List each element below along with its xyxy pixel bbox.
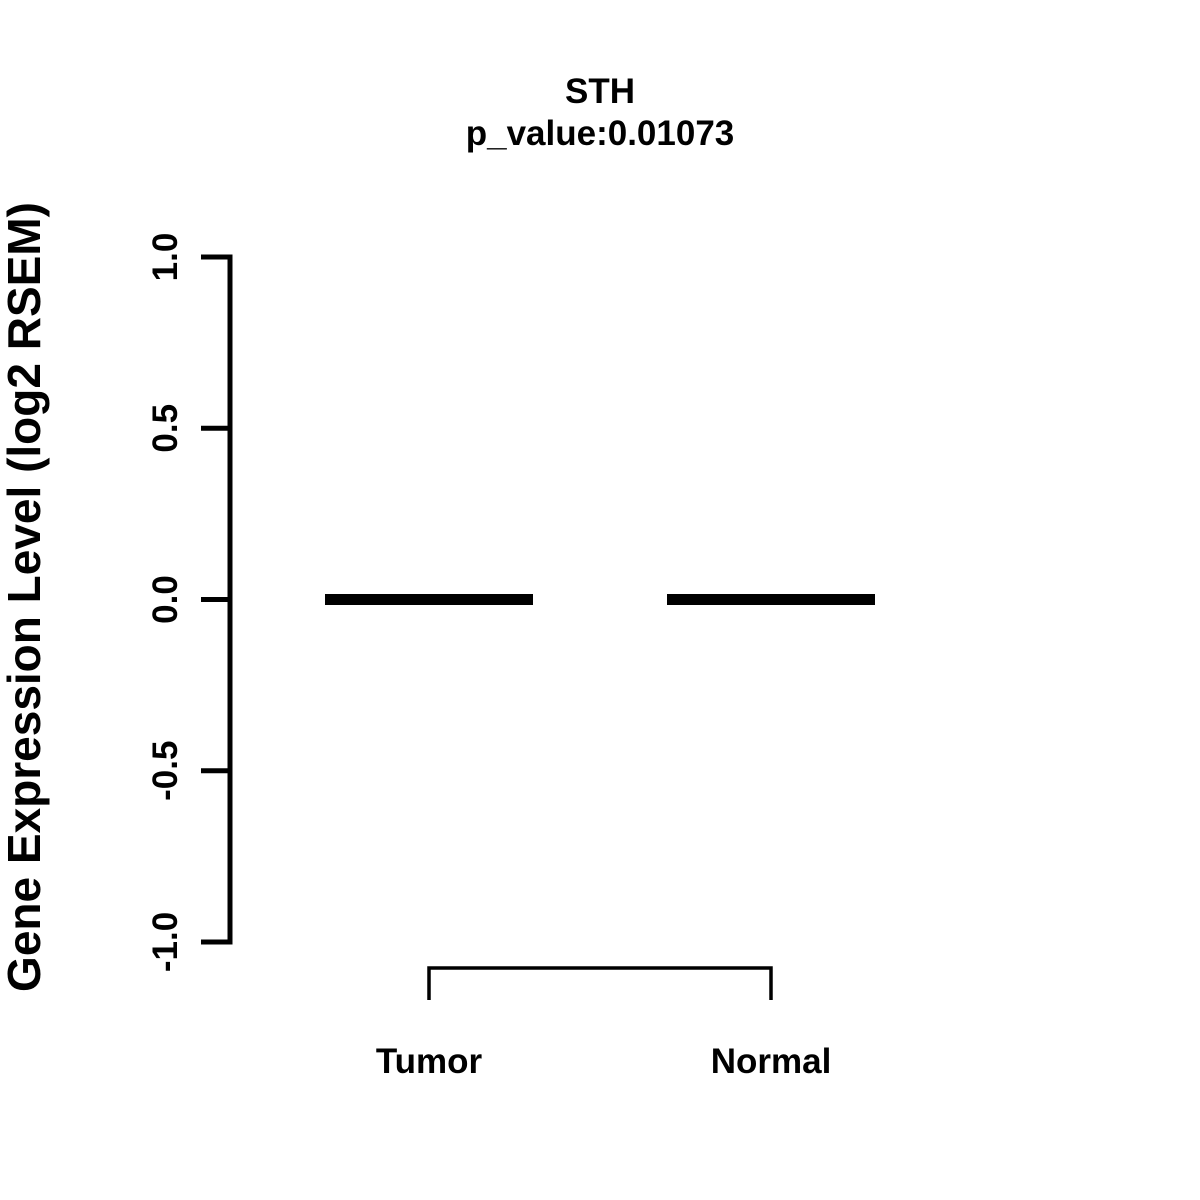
y-tick-label: 0.5 <box>146 404 185 453</box>
chart-subtitle: p_value:0.01073 <box>465 114 735 153</box>
y-tick-label: 1.0 <box>146 233 185 282</box>
y-axis-title: Gene Expression Level (log2 RSEM) <box>0 202 50 992</box>
chart-title: STH <box>565 72 635 111</box>
y-tick-label: 0.0 <box>146 575 185 624</box>
x-category-label-normal: Normal <box>711 1042 832 1081</box>
y-tick-label: -1.0 <box>146 912 185 972</box>
y-tick-label: -0.5 <box>146 741 185 801</box>
comparison-bracket <box>427 966 773 1000</box>
x-category-label-tumor: Tumor <box>376 1042 483 1081</box>
